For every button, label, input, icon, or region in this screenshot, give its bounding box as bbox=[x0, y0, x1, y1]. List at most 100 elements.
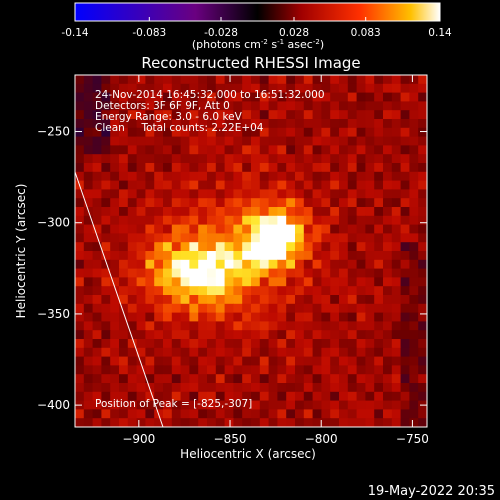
heatmap-cell bbox=[418, 374, 427, 384]
heatmap-cell bbox=[356, 409, 366, 419]
heatmap-cell bbox=[295, 215, 305, 226]
heatmap-cell bbox=[180, 347, 190, 358]
heatmap-cell bbox=[242, 207, 252, 217]
heatmap-cell bbox=[374, 400, 384, 410]
heatmap-cell bbox=[154, 224, 164, 234]
heatmap-cell bbox=[171, 418, 182, 427]
heatmap-cell bbox=[303, 83, 314, 94]
heatmap-cell bbox=[215, 312, 226, 322]
heatmap-cell bbox=[339, 268, 349, 278]
heatmap-cell bbox=[145, 409, 155, 419]
heatmap-cell bbox=[400, 286, 410, 296]
heatmap-cell bbox=[242, 251, 252, 261]
heatmap-cell bbox=[277, 374, 287, 384]
heatmap-cell bbox=[295, 127, 305, 138]
chart-title: Reconstructed RHESSI Image bbox=[141, 54, 360, 72]
heatmap-cell bbox=[224, 347, 234, 358]
heatmap-cell bbox=[207, 110, 217, 120]
heatmap-cell bbox=[303, 189, 314, 199]
heatmap-cell bbox=[233, 215, 243, 226]
heatmap-cell bbox=[119, 75, 129, 85]
heatmap-cell bbox=[303, 259, 314, 270]
heatmap-cell bbox=[83, 180, 94, 190]
heatmap-cell bbox=[251, 136, 261, 146]
heatmap-cell bbox=[391, 136, 402, 146]
heatmap-cell bbox=[242, 83, 252, 94]
heatmap-cell bbox=[127, 92, 138, 102]
heatmap-cell bbox=[339, 119, 349, 129]
heatmap-cell bbox=[207, 189, 217, 199]
heatmap-cell bbox=[391, 295, 402, 305]
heatmap-cell bbox=[189, 127, 199, 138]
heatmap-cell bbox=[75, 418, 85, 427]
heatmap-cell bbox=[215, 233, 226, 243]
heatmap-cell bbox=[330, 251, 340, 261]
heatmap-cell bbox=[198, 154, 208, 164]
heatmap-cell bbox=[295, 242, 305, 252]
heatmap-cell bbox=[321, 145, 331, 155]
heatmap-cell bbox=[374, 92, 384, 102]
heatmap-cell bbox=[418, 383, 427, 393]
heatmap-cell bbox=[92, 259, 102, 270]
heatmap-cell bbox=[409, 180, 419, 190]
heatmap-cell bbox=[268, 391, 278, 402]
heatmap-cell bbox=[207, 330, 217, 340]
heatmap-cell bbox=[154, 127, 164, 138]
heatmap-cell bbox=[303, 347, 314, 358]
heatmap-cell bbox=[233, 374, 243, 384]
heatmap-cell bbox=[198, 75, 208, 85]
heatmap-cell bbox=[171, 180, 182, 190]
heatmap-cell bbox=[101, 251, 111, 261]
heatmap-cell bbox=[83, 136, 94, 146]
heatmap-cell bbox=[83, 251, 94, 261]
heatmap-cell bbox=[180, 400, 190, 410]
heatmap-cell bbox=[127, 339, 138, 349]
heatmap-cell bbox=[251, 303, 261, 314]
heatmap-cell bbox=[391, 365, 402, 375]
heatmap-cell bbox=[136, 127, 146, 138]
heatmap-cell bbox=[127, 198, 138, 208]
heatmap-cell bbox=[259, 277, 270, 287]
heatmap-cell bbox=[356, 312, 366, 322]
heatmap-cell bbox=[391, 286, 402, 296]
heatmap-cell bbox=[154, 286, 164, 296]
heatmap-cell bbox=[145, 145, 155, 155]
heatmap-cell bbox=[207, 75, 217, 85]
heatmap-cell bbox=[127, 207, 138, 217]
heatmap-cell bbox=[215, 119, 226, 129]
heatmap-cell bbox=[224, 119, 234, 129]
heatmap-cell bbox=[259, 145, 270, 155]
heatmap-cell bbox=[347, 215, 358, 226]
heatmap-cell bbox=[418, 207, 427, 217]
heatmap-cell bbox=[286, 383, 296, 393]
heatmap-cell bbox=[330, 75, 340, 85]
heatmap-cell bbox=[119, 163, 129, 173]
heatmap-cell bbox=[92, 145, 102, 155]
heatmap-cell bbox=[268, 92, 278, 102]
heatmap-cell bbox=[171, 347, 182, 358]
heatmap-cell bbox=[83, 321, 94, 331]
heatmap-cell bbox=[277, 163, 287, 173]
heatmap-cell bbox=[110, 92, 120, 102]
heatmap-cell bbox=[92, 83, 102, 94]
heatmap-cell bbox=[268, 189, 278, 199]
heatmap-cell bbox=[418, 180, 427, 190]
heatmap-cell bbox=[145, 83, 155, 94]
heatmap-cell bbox=[224, 365, 234, 375]
heatmap-cell bbox=[92, 163, 102, 173]
heatmap-cell bbox=[312, 207, 322, 217]
heatmap-cell bbox=[163, 268, 173, 278]
heatmap-cell bbox=[75, 224, 85, 234]
heatmap-cell bbox=[339, 259, 349, 270]
heatmap-cell bbox=[321, 312, 331, 322]
heatmap-cell bbox=[374, 154, 384, 164]
heatmap-cell bbox=[268, 83, 278, 94]
heatmap-cell bbox=[400, 119, 410, 129]
heatmap-cell bbox=[163, 374, 173, 384]
heatmap-cell bbox=[268, 286, 278, 296]
heatmap-cell bbox=[409, 127, 419, 138]
heatmap-cell bbox=[277, 154, 287, 164]
heatmap-cell bbox=[127, 101, 138, 111]
heatmap-cell bbox=[180, 180, 190, 190]
heatmap-cell bbox=[198, 215, 208, 226]
